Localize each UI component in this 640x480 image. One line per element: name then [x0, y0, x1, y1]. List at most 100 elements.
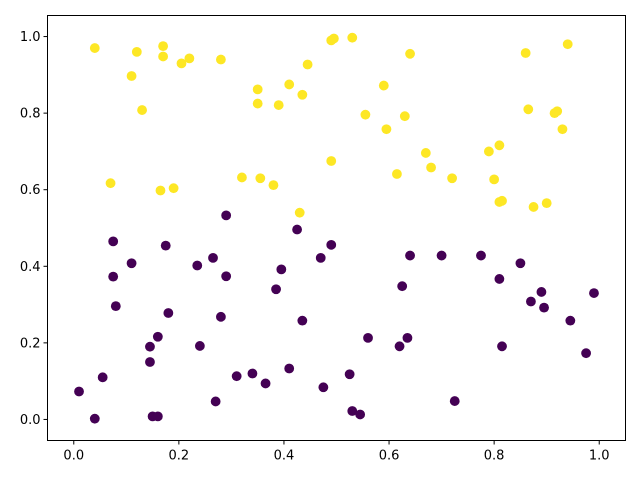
scatter-point [97, 372, 108, 383]
scatter-point [360, 109, 371, 120]
scatter-point [126, 258, 137, 269]
scatter-point [426, 162, 436, 173]
scatter-point [565, 315, 576, 326]
scatter-point [318, 382, 329, 393]
scatter-point [581, 348, 591, 359]
scatter-point [347, 406, 358, 416]
scatter-point [126, 71, 137, 81]
scatter-point [155, 185, 166, 196]
scatter-point [152, 411, 163, 422]
y-tick-label: 1.0 [20, 30, 41, 45]
scatter-point [221, 210, 232, 221]
scatter-point [89, 43, 100, 53]
scatter-point [394, 341, 405, 352]
scatter-point [557, 124, 568, 135]
scatter-point [108, 236, 119, 247]
scatter-point [520, 48, 531, 58]
scatter-point [108, 271, 119, 282]
scatter-point [145, 357, 155, 367]
scatter-point [110, 301, 121, 312]
scatter-point [208, 252, 218, 263]
scatter-point [489, 174, 500, 185]
scatter-point [344, 369, 355, 380]
scatter-point [192, 260, 203, 271]
x-tick-label: 1.0 [589, 449, 610, 464]
plot-frame [47, 15, 626, 441]
scatter-point [494, 140, 505, 151]
scatter-point [163, 308, 174, 318]
scatter-point [381, 124, 392, 135]
scatter-point [160, 240, 171, 251]
scatter-point [271, 284, 281, 295]
scatter-point [523, 104, 534, 115]
tick-layer: 0.0 0.2 0.4 0.6 0.8 1.0 0.0 0.2 0.4 0.6 0.8 1.0 [20, 30, 610, 463]
scatter-point [528, 202, 539, 212]
scatter-point [297, 89, 308, 100]
scatter-point [194, 341, 205, 351]
y-tick-label: 0.6 [20, 183, 41, 198]
scatter-point [449, 396, 460, 406]
scatter-point [292, 224, 302, 235]
x-tick-label: 0.0 [63, 449, 84, 464]
scatter-point [89, 413, 100, 424]
scatter-point [105, 178, 116, 189]
scatter-point [302, 59, 313, 70]
scatter-point [494, 197, 505, 207]
scatter-point [378, 80, 389, 91]
scatter-point [252, 98, 263, 109]
x-tick-label: 0.8 [484, 449, 505, 464]
scatter-point [494, 274, 505, 284]
scatter-point [268, 180, 279, 191]
scatter-point [231, 371, 242, 382]
scatter-point [476, 250, 486, 261]
scatter-point [402, 332, 413, 343]
scatter-point [145, 341, 155, 352]
scatter-point [515, 258, 526, 269]
scatter-point [315, 252, 326, 263]
scatter-point [397, 281, 408, 292]
scatter-point [399, 111, 410, 122]
scatter-point [326, 239, 337, 250]
scatter-point [589, 288, 599, 298]
scatter-point [255, 173, 266, 184]
scatter-point [436, 250, 447, 261]
scatter-point [405, 250, 415, 261]
scatter-point [562, 39, 573, 50]
scatter-point [497, 341, 507, 352]
scatter-point [483, 146, 494, 157]
scatter-point [247, 368, 258, 379]
scatter-point [137, 105, 147, 115]
scatter-point [210, 396, 221, 407]
scatter-point [158, 41, 169, 52]
y-tick-label: 0.4 [20, 260, 41, 275]
scatter-point [326, 156, 337, 166]
scatter-point [74, 386, 84, 397]
scatter-point [184, 53, 195, 64]
scatter-point [539, 302, 549, 313]
scatter-point [252, 84, 263, 95]
scatter-point [363, 332, 373, 343]
scatter-point [260, 378, 271, 389]
scatter-point [294, 207, 305, 218]
scatter-point [526, 296, 536, 307]
scatter-point [158, 51, 169, 62]
points-layer [74, 32, 599, 424]
scatter-point [131, 46, 142, 57]
y-tick-label: 0.8 [20, 107, 41, 122]
scatter-point [176, 58, 187, 69]
scatter-point [284, 363, 295, 374]
x-tick-label: 0.2 [169, 449, 190, 464]
scatter-point [405, 48, 415, 59]
scatter-point [347, 32, 358, 43]
scatter-point [152, 331, 163, 342]
x-tick-label: 0.4 [274, 449, 295, 464]
scatter-point [420, 148, 431, 158]
scatter-point [168, 183, 179, 194]
scatter-point [276, 264, 287, 275]
scatter-point [552, 106, 563, 117]
y-tick-label: 0.0 [20, 413, 41, 428]
scatter-point [392, 169, 402, 179]
scatter-point [221, 271, 232, 282]
scatter-point [328, 33, 339, 44]
